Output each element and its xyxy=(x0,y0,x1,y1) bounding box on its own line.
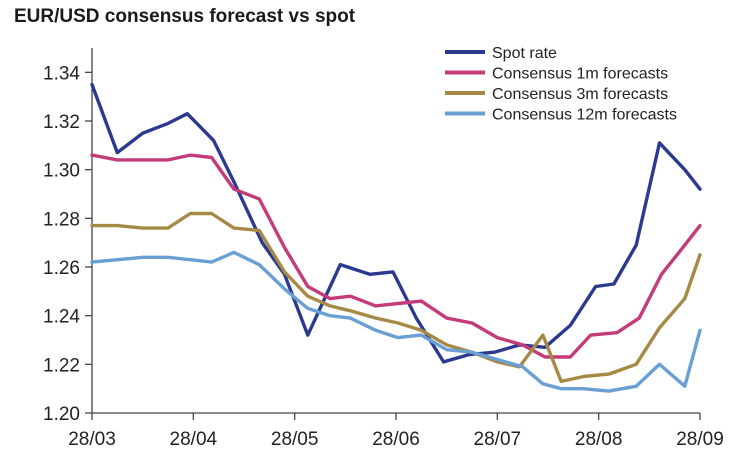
legend-label: Consensus 3m forecasts xyxy=(492,86,668,103)
x-tick-label: 28/06 xyxy=(372,429,420,450)
y-tick-label: 1.24 xyxy=(43,307,80,328)
y-tick-label: 1.20 xyxy=(43,404,80,425)
y-tick-label: 1.28 xyxy=(43,209,80,230)
axes: 1.20 1.22 1.24 1.26 1.28 1.30 1.32 1.34 28/03 28/… xyxy=(43,48,724,450)
x-tick-label: 28/05 xyxy=(271,429,319,450)
series-line-4 xyxy=(90,250,702,393)
legend: Spot rate Consensus 1m forecasts Consensus… xyxy=(445,45,677,124)
legend-label: Spot rate xyxy=(492,45,557,62)
x-tick-label: 28/07 xyxy=(474,429,522,450)
y-tick-label: 1.34 xyxy=(43,63,80,84)
series-line-2 xyxy=(90,153,702,359)
y-tick-label: 1.30 xyxy=(43,161,80,182)
chart-title: EUR/USD consensus forecast vs spot xyxy=(14,6,356,27)
legend-label: Consensus 1m forecasts xyxy=(492,66,668,83)
x-tick-label: 28/09 xyxy=(676,429,724,450)
series-line-3 xyxy=(90,211,702,384)
x-tick-label: 28/04 xyxy=(170,429,218,450)
y-tick-label: 1.32 xyxy=(43,112,80,133)
x-tick-label: 28/08 xyxy=(575,429,623,450)
y-tick-label: 1.26 xyxy=(43,258,80,279)
legend-label: Consensus 12m forecasts xyxy=(492,107,677,124)
series-lines xyxy=(90,82,702,393)
y-tick-label: 1.22 xyxy=(43,355,80,376)
x-tick-label: 28/03 xyxy=(68,429,116,450)
series-line-1 xyxy=(90,82,702,364)
